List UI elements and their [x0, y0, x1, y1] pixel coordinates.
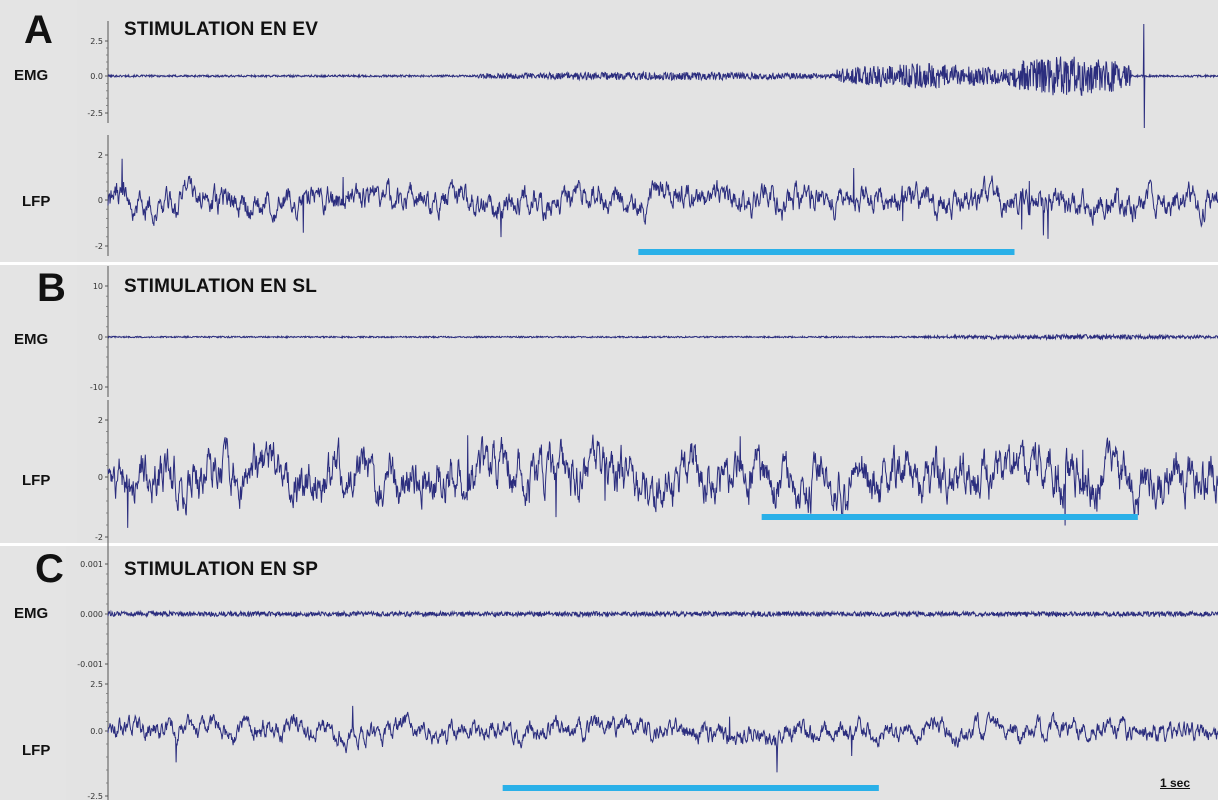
trace-emg — [107, 332, 1218, 341]
panel-a: A STIMULATION EN EV EMG LFP 2.5 0.0 -2.5 2 0… — [0, 0, 1218, 262]
panel-c-emg-label: EMG — [14, 605, 49, 622]
y-tick-label: -10 — [90, 383, 103, 392]
panel-c-gutter — [0, 546, 66, 800]
stimulation-bar — [502, 785, 879, 791]
y-tick-label: 2 — [98, 151, 103, 160]
y-tick-label: 10 — [93, 282, 103, 291]
trace-lfp — [107, 434, 1218, 528]
y-tick-label: -2.5 — [87, 792, 103, 800]
panel-c-letter: C — [35, 547, 64, 591]
panel-b-lfp-label: LFP — [22, 472, 51, 489]
stimulation-bar — [638, 249, 1015, 255]
panel-c-lfp-channel: 2.5 0.0 -2.5 — [87, 664, 1218, 800]
y-tick-label: 2 — [98, 416, 103, 425]
panel-b: B STIMULATION EN SL EMG LFP 10 0 -10 2 0 -2 — [0, 265, 1218, 547]
y-tick-label: 0.000 — [80, 610, 103, 619]
panel-a-title: STIMULATION EN EV — [124, 19, 319, 40]
panel-c: C STIMULATION EN SP EMG LFP 1 sec 0.001 0… — [0, 544, 1218, 800]
trace-emg — [107, 23, 1218, 129]
y-tick-label: -2.5 — [87, 109, 103, 118]
panel-c-plot-background — [66, 546, 1218, 800]
trace-emg — [107, 609, 1218, 619]
panel-b-emg-label: EMG — [14, 331, 49, 348]
panel-b-emg-channel: 10 0 -10 — [90, 266, 1218, 397]
y-tick-label: 2.5 — [90, 37, 103, 46]
trace-lfp — [107, 158, 1218, 239]
panel-c-lfp-label: LFP — [22, 742, 51, 759]
y-tick-label: 0.001 — [80, 560, 103, 569]
panel-c-traces: 0.001 0.000 -0.001 2.5 0.0 -2.5 — [77, 544, 1218, 800]
y-tick-label: 0 — [98, 333, 103, 342]
y-tick-label: 2.5 — [90, 680, 103, 689]
y-tick-label: 0.0 — [90, 727, 103, 736]
panel-a-lfp-label: LFP — [22, 193, 51, 210]
panel-a-letter: A — [24, 8, 53, 52]
y-tick-label: 0 — [98, 196, 103, 205]
panel-c-emg-channel: 0.001 0.000 -0.001 — [77, 544, 1218, 674]
y-tick-label: -0.001 — [77, 660, 103, 669]
panel-b-lfp-channel: 2 0 -2 — [95, 400, 1218, 547]
panel-b-traces: 10 0 -10 2 0 -2 — [90, 266, 1218, 547]
panel-a-traces: 2.5 0.0 -2.5 2 0 -2 — [87, 21, 1218, 256]
panel-a-emg-channel: 2.5 0.0 -2.5 — [87, 21, 1218, 129]
y-tick-label: 0.0 — [90, 72, 103, 81]
panel-a-emg-label: EMG — [14, 67, 49, 84]
panel-a-lfp-channel: 2 0 -2 — [95, 135, 1218, 256]
panel-a-plot-background — [77, 0, 1218, 262]
panel-b-gutter — [0, 265, 77, 543]
panel-b-letter: B — [37, 266, 66, 310]
trace-lfp — [107, 705, 1218, 773]
panel-c-title: STIMULATION EN SP — [124, 559, 319, 580]
y-tick-label: -2 — [95, 533, 103, 542]
panel-b-title: STIMULATION EN SL — [124, 276, 318, 297]
scale-bar-label: 1 sec — [1160, 776, 1191, 790]
panel-a-gutter — [0, 0, 77, 262]
y-tick-label: 0 — [98, 473, 103, 482]
stimulation-bar — [761, 514, 1138, 520]
y-tick-label: -2 — [95, 242, 103, 251]
